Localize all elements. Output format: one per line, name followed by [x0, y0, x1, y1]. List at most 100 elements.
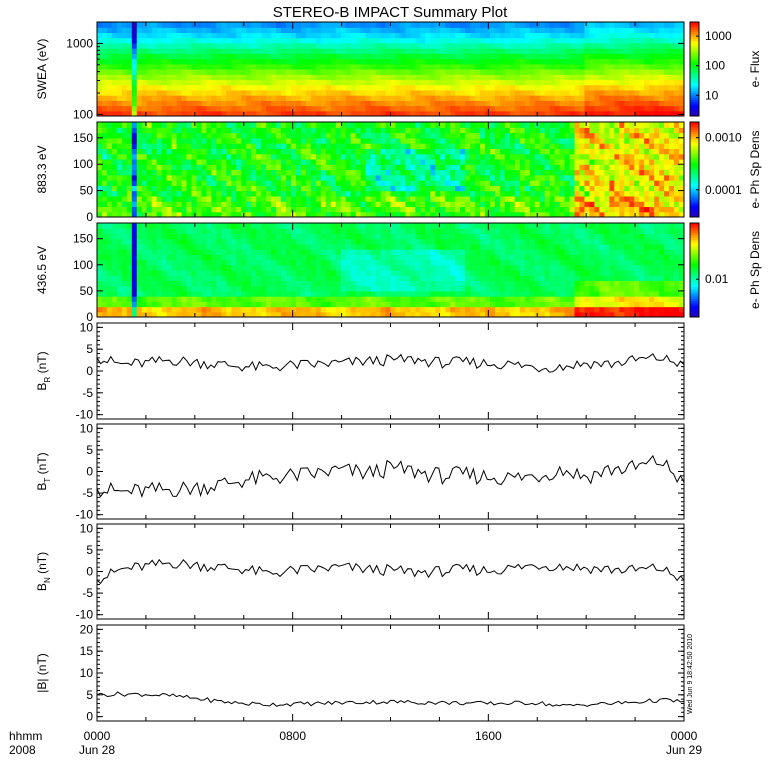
- spectrogram-cell: [131, 37, 138, 44]
- spectrogram-cell: [231, 48, 237, 54]
- spectrogram-cell: [395, 206, 402, 213]
- spectrogram-cell: [241, 143, 247, 149]
- spectrogram-cell: [261, 174, 267, 181]
- spectrogram-cell: [574, 153, 581, 160]
- spectrogram-cell: [345, 190, 352, 197]
- spectrogram-cell: [221, 238, 227, 245]
- spectrogram-cell: [415, 74, 421, 81]
- spectrogram-cell: [171, 42, 178, 49]
- spectrogram-cell: [664, 53, 670, 60]
- spectrogram-cell: [395, 180, 402, 186]
- spectrogram-cell: [604, 79, 610, 86]
- spectrogram-cell: [136, 22, 143, 28]
- spectrogram-cell: [146, 169, 153, 176]
- spectrogram-cell: [305, 110, 312, 116]
- spectrogram-cell: [166, 185, 173, 192]
- colorbar-cell: [690, 152, 699, 156]
- spectrogram-cell: [206, 259, 213, 266]
- spectrogram-cell: [445, 48, 451, 54]
- spectrogram-cell: [370, 169, 377, 176]
- spectrogram-cell: [435, 201, 441, 208]
- spectrogram-cell: [465, 74, 471, 81]
- spectrogram-cell: [654, 206, 660, 213]
- spectrogram-cell: [146, 206, 153, 213]
- spectrogram-cell: [340, 153, 347, 160]
- spectrogram-cell: [236, 153, 242, 160]
- spectrogram-cell: [211, 180, 217, 186]
- spectrogram-cell: [589, 69, 596, 75]
- spectrogram-cell: [226, 311, 232, 317]
- spectrogram-cell: [281, 37, 287, 44]
- spectrogram-cell: [141, 296, 148, 302]
- spectrogram-cell: [579, 127, 586, 134]
- spectrogram-cell: [554, 32, 561, 39]
- spectrogram-cell: [524, 110, 531, 116]
- spectrogram-cell: [126, 249, 133, 255]
- spectrogram-cell: [330, 201, 337, 208]
- spectrogram-cell: [410, 158, 416, 165]
- spectrogram-cell: [405, 58, 411, 65]
- spectrogram-cell: [121, 280, 128, 287]
- spectrogram-cell: [475, 37, 481, 44]
- spectrogram-cell: [181, 84, 188, 91]
- spectrogram-cell: [161, 254, 168, 261]
- spectrogram-cell: [494, 190, 501, 197]
- spectrogram-cell: [266, 48, 272, 54]
- spectrogram-cell: [420, 122, 426, 128]
- spectrogram-cell: [216, 228, 222, 235]
- spectrogram-cell: [514, 63, 521, 70]
- spectrogram-cell: [509, 89, 516, 96]
- spectrogram-cell: [241, 42, 247, 49]
- spectrogram-cell: [216, 105, 222, 112]
- spectrogram-cell: [191, 206, 198, 213]
- spectrogram-cell: [206, 42, 213, 49]
- spectrogram-cell: [131, 122, 138, 128]
- spectrogram-cell: [350, 148, 357, 155]
- spectrogram-cell: [405, 190, 411, 197]
- spectrogram-cell: [191, 69, 198, 75]
- spectrogram-cell: [281, 95, 287, 101]
- spectrogram-cell: [156, 301, 163, 308]
- spectrogram-cell: [286, 174, 292, 181]
- spectrogram-cell: [156, 285, 163, 292]
- spectrogram-cell: [251, 89, 257, 96]
- spectrogram-cell: [101, 243, 108, 250]
- spectrogram-cell: [151, 32, 158, 39]
- spectrogram-cell: [574, 22, 581, 28]
- spectrogram-cell: [171, 53, 178, 60]
- spectrogram-cell: [639, 185, 645, 192]
- spectrogram-cell: [584, 122, 591, 128]
- spectrogram-cell: [256, 153, 262, 160]
- spectrogram-cell: [121, 228, 128, 235]
- spectrogram-cell: [335, 22, 342, 28]
- spectrogram-cell: [266, 190, 272, 197]
- spectrogram-cell: [211, 148, 217, 155]
- spectrogram-cell: [569, 122, 576, 128]
- spectrogram-cell: [465, 79, 471, 86]
- spectrogram-cell: [350, 89, 357, 96]
- spectrogram-cell: [226, 243, 232, 250]
- spectrogram-cell: [236, 169, 242, 176]
- spectrogram-cell: [579, 48, 586, 54]
- spectrogram-cell: [136, 143, 143, 149]
- spectrogram-cell: [310, 122, 317, 128]
- spectrogram-cell: [256, 180, 262, 186]
- spectrogram-cell: [499, 211, 506, 217]
- colorbar-cell: [690, 174, 699, 178]
- spectrogram-cell: [201, 84, 208, 91]
- spectrogram-cell: [241, 264, 247, 271]
- spectrogram-cell: [300, 174, 307, 181]
- spectrogram-cell: [664, 42, 670, 49]
- spectrogram-cell: [425, 164, 431, 171]
- spectrogram-cell: [151, 127, 158, 134]
- spectrogram-cell: [410, 127, 416, 134]
- spectrogram-cell: [116, 132, 123, 139]
- spectrogram-cell: [101, 48, 108, 54]
- spectrogram-cell: [649, 42, 655, 49]
- spectrogram-cell: [330, 74, 337, 81]
- spectrogram-cell: [365, 27, 372, 34]
- spectrogram-cell: [420, 206, 426, 213]
- spectrogram-cell: [300, 211, 307, 217]
- spectrogram-cell: [405, 37, 411, 44]
